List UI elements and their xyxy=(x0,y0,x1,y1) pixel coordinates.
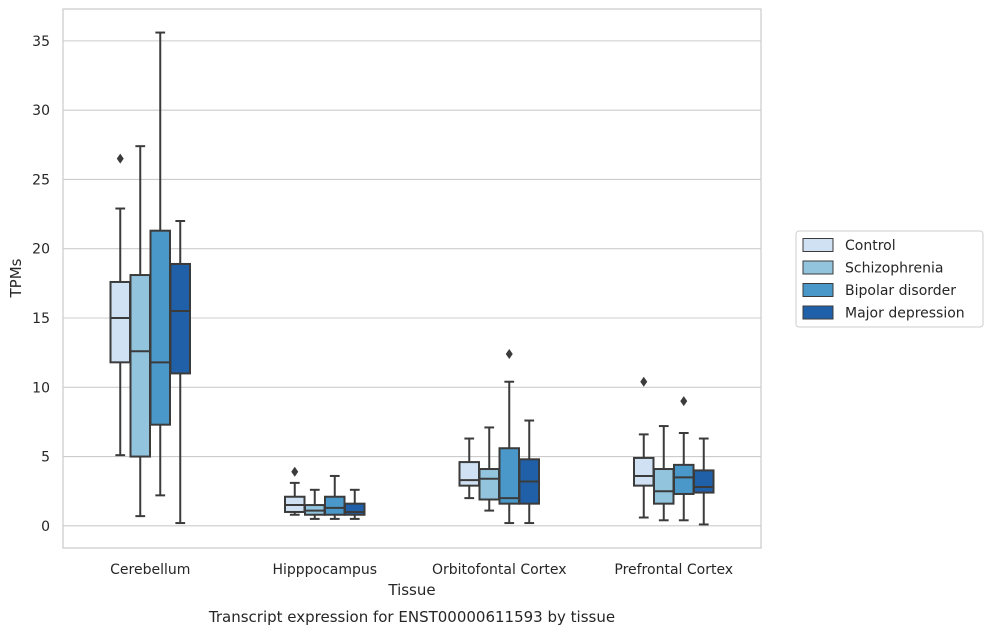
box-cerebellum-control xyxy=(109,153,131,457)
legend-swatch xyxy=(802,238,834,252)
box-iqr xyxy=(344,502,366,516)
legend-swatch xyxy=(802,260,834,275)
outlier-point xyxy=(680,396,688,407)
y-tick-label: 5 xyxy=(41,450,50,466)
y-tick-label: 20 xyxy=(32,242,50,258)
y-axis-title: TPMs xyxy=(7,258,25,298)
box-iqr xyxy=(633,456,655,487)
legend-swatch xyxy=(802,283,834,297)
x-tick-label: Orbitofontal Cortex xyxy=(432,562,567,578)
box-prefrontal-cortex-schizophrenia xyxy=(653,425,675,522)
plot-frame xyxy=(62,8,762,549)
y-tick-label: 15 xyxy=(32,311,50,327)
box-hipppocampus-schizophrenia xyxy=(304,488,326,520)
box-iqr xyxy=(498,447,520,505)
outlier-point xyxy=(291,466,299,477)
box-orbitofontal-cortex-major-depression xyxy=(518,419,540,525)
box-iqr xyxy=(478,468,500,501)
y-tick-label: 10 xyxy=(32,380,50,396)
box-orbitofontal-cortex-schizophrenia xyxy=(478,426,500,512)
legend-frame xyxy=(795,230,984,328)
outlier-point xyxy=(505,349,513,360)
y-tick-label: 0 xyxy=(41,519,50,535)
box-iqr xyxy=(149,229,171,426)
legend: Control Schizophrenia Bipolar disorder Majo… xyxy=(795,230,984,328)
y-tick-label: 30 xyxy=(32,103,50,119)
x-tick-label: Hipppocampus xyxy=(272,562,377,578)
box-prefrontal-cortex-major-depression xyxy=(693,437,715,526)
box-iqr xyxy=(458,461,480,487)
outlier-point xyxy=(116,153,124,164)
y-tick-label: 35 xyxy=(32,34,50,50)
legend-label: Schizophrenia xyxy=(845,261,943,277)
y-tick-label: 25 xyxy=(32,172,50,188)
legend-swatch xyxy=(802,305,834,320)
legend-label: Control xyxy=(845,238,896,254)
y-axis: 0 5 10 15 20 25 30 35 xyxy=(32,34,50,535)
box-plot-area xyxy=(109,31,715,526)
x-tick-label: Prefrontal Cortex xyxy=(614,562,733,578)
box-iqr xyxy=(169,262,191,375)
outlier-point xyxy=(640,376,648,387)
box-iqr xyxy=(109,280,131,364)
box-cerebellum-major-depression xyxy=(169,219,191,525)
box-cerebellum-bipolar-disorder xyxy=(149,31,171,497)
box-hipppocampus-bipolar-disorder xyxy=(324,474,346,520)
chart-caption: Transcript expression for ENST0000061159… xyxy=(208,608,615,626)
box-iqr xyxy=(693,469,715,494)
box-orbitofontal-cortex-control xyxy=(458,437,480,500)
box-prefrontal-cortex-bipolar-disorder xyxy=(673,396,695,522)
box-iqr xyxy=(324,495,346,516)
box-orbitofontal-cortex-bipolar-disorder xyxy=(498,349,520,525)
box-cerebellum-schizophrenia xyxy=(129,145,151,518)
x-tick-label: Cerebellum xyxy=(110,562,190,578)
x-axis: Cerebellum Hipppocampus Orbitofontal Corte… xyxy=(110,562,733,578)
box-iqr xyxy=(653,468,675,505)
box-hipppocampus-control xyxy=(284,466,306,516)
box-iqr xyxy=(129,274,151,458)
box-hipppocampus-major-depression xyxy=(344,488,366,520)
legend-label: Bipolar disorder xyxy=(845,283,956,299)
box-prefrontal-cortex-control xyxy=(633,376,655,519)
box-iqr xyxy=(673,463,695,495)
legend-label: Major depression xyxy=(845,306,965,322)
x-axis-title: Tissue xyxy=(387,581,435,599)
